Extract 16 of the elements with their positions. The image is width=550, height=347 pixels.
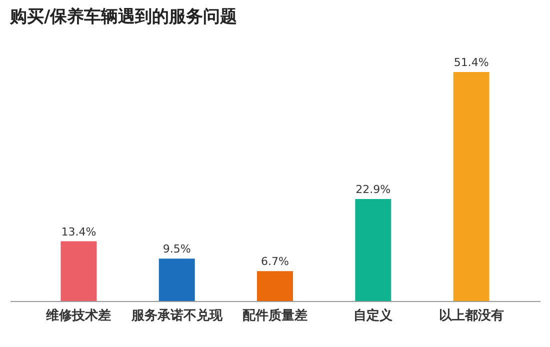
x-tick-label: 以上都没有 [438, 308, 504, 324]
data-label: 9.5% [162, 242, 191, 256]
bar [355, 198, 392, 301]
x-tick-label: 自定义 [354, 308, 394, 324]
bar [257, 271, 293, 301]
data-label: 22.9% [356, 182, 391, 196]
data-label: 51.4% [454, 56, 489, 70]
data-label: 13.4% [61, 225, 96, 238]
chart-title: 购买/保养车辆遇到的服务问题 [9, 7, 238, 27]
x-tick-label: 服务承诺不兑现 [130, 308, 224, 324]
x-tick-label: 维修技术差 [45, 308, 112, 324]
bar [60, 241, 97, 301]
data-label: 6.7% [261, 255, 289, 268]
bar [158, 258, 195, 301]
bar [453, 72, 490, 301]
x-tick-label: 配件质量差 [242, 308, 308, 324]
